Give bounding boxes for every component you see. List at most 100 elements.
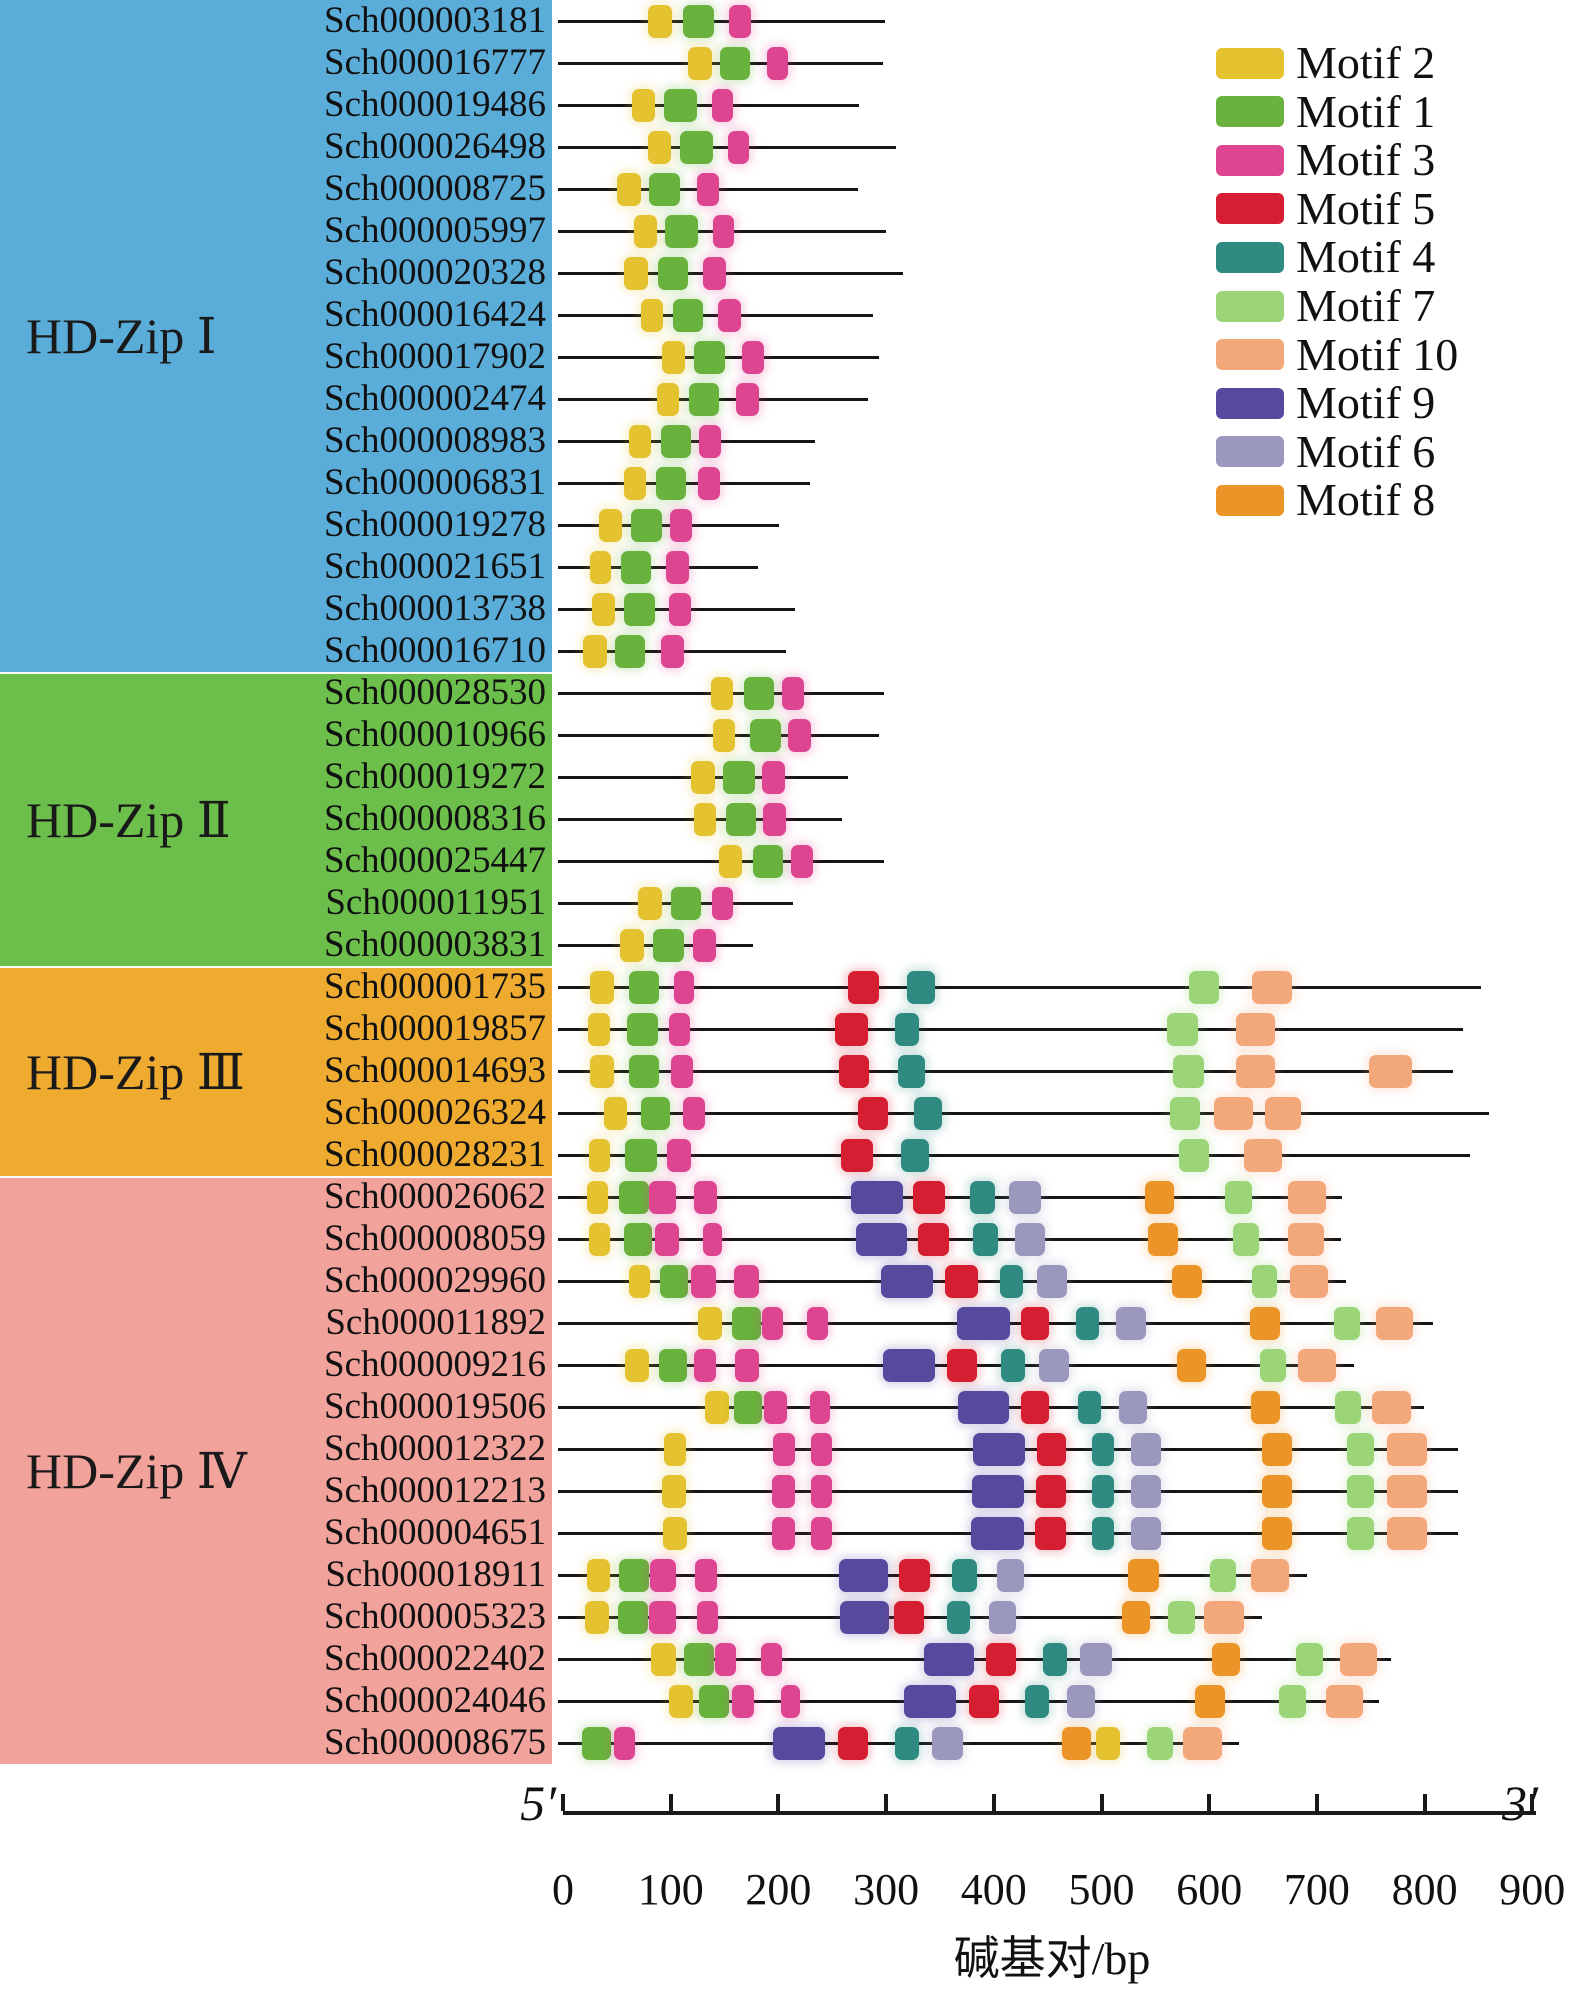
gene-sequence-line: [558, 1195, 1342, 1199]
motif-3-box: [807, 1306, 828, 1340]
gene-name: Sch000024046: [324, 1680, 546, 1721]
motif-1-box: [621, 550, 652, 584]
motif-1-box: [665, 214, 698, 248]
group-panel-1: HD-Zip Ⅰ: [0, 0, 552, 672]
axis-tick-label: 600: [1176, 1865, 1243, 1914]
motif-3-box: [773, 1432, 795, 1466]
motif-6-box: [1118, 1390, 1147, 1424]
motif-7-box: [1170, 1096, 1200, 1130]
legend-item: Motif 2: [1216, 40, 1435, 86]
motif-3-box: [694, 1180, 717, 1214]
motif-5-box: [913, 1180, 946, 1214]
motif-4-box: [1091, 1516, 1115, 1550]
motif-3-box: [669, 508, 693, 542]
motif-3-box: [649, 1180, 677, 1214]
motif-6-box: [1130, 1516, 1161, 1550]
motif-3-box: [654, 1222, 680, 1256]
motif-6-box: [997, 1558, 1024, 1592]
motif-1-box: [624, 1222, 653, 1256]
motif-1-box: [617, 1600, 649, 1634]
motif-5-box: [858, 1096, 889, 1130]
motif-3-box: [763, 802, 786, 836]
motif-2-box: [589, 1054, 614, 1088]
motif-3-box: [771, 1516, 795, 1550]
legend-label: Motif 5: [1296, 182, 1436, 234]
motif-2-box: [584, 1600, 610, 1634]
motif-1-box: [752, 844, 783, 878]
motif-7-box: [1347, 1474, 1374, 1508]
legend-label: Motif 3: [1296, 134, 1436, 186]
motif-10-box: [1376, 1306, 1413, 1340]
legend-swatch-motif-1: [1216, 96, 1284, 128]
gene-name: Sch000017902: [324, 336, 546, 377]
motif-9-box: [971, 1516, 1024, 1550]
motif-4-box: [914, 1096, 943, 1130]
motif-1-box: [689, 382, 720, 416]
motif-3-box: [736, 382, 759, 416]
gene-name: Sch000022402: [324, 1638, 546, 1679]
motif-2-box: [583, 634, 608, 668]
motif-2-box: [638, 886, 663, 920]
motif-7-box: [1168, 1600, 1196, 1634]
motif-1-box: [630, 508, 663, 542]
motif-4-box: [947, 1600, 971, 1634]
motif-6-box: [1015, 1222, 1046, 1256]
legend-label: Motif 8: [1296, 474, 1436, 526]
gene-name: Sch000029960: [324, 1260, 546, 1301]
motif-9-box: [973, 1432, 1026, 1466]
axis-tick-label: 100: [637, 1865, 704, 1914]
axis-tick: [1207, 1794, 1212, 1811]
gene-name: Sch000006831: [324, 462, 546, 503]
motif-1-box: [614, 634, 645, 668]
motif-1-box: [670, 886, 701, 920]
motif-3-box: [695, 1558, 717, 1592]
group-label: HD-Zip Ⅱ: [26, 792, 231, 848]
motif-7-box: [1335, 1390, 1362, 1424]
motif-10-box: [1236, 1012, 1275, 1046]
motif-2-box: [603, 1096, 627, 1130]
axis-tick: [668, 1794, 673, 1811]
motif-8-box: [1144, 1180, 1174, 1214]
gene-sequence-line: [558, 1699, 1380, 1703]
motif-2-box: [598, 508, 623, 542]
motif-2-box: [663, 1516, 687, 1550]
gene-name: Sch000021651: [324, 546, 546, 587]
axis-tick-label: 400: [960, 1865, 1027, 1914]
motif-10-box: [1203, 1600, 1244, 1634]
motif-1-box: [723, 760, 755, 794]
gene-name: Sch000013738: [324, 588, 546, 629]
motif-8-box: [1261, 1516, 1293, 1550]
motif-2-box: [656, 382, 680, 416]
motif-8-box: [1171, 1264, 1202, 1298]
motif-1-box: [720, 46, 751, 80]
motif-2-box: [624, 256, 649, 290]
motif-4-box: [951, 1558, 977, 1592]
gene-name: Sch000019272: [324, 756, 546, 797]
motif-9-box: [839, 1600, 890, 1634]
motif-8-box: [1176, 1348, 1206, 1382]
motif-8-box: [1251, 1390, 1281, 1424]
gene-name: Sch000012322: [324, 1428, 546, 1469]
motif-6-box: [1115, 1306, 1146, 1340]
motif-5-box: [947, 1348, 977, 1382]
motif-5-box: [837, 1726, 868, 1760]
motif-5-box: [1035, 1474, 1066, 1508]
motif-4-box: [1043, 1642, 1068, 1676]
motif-3-box: [668, 592, 692, 626]
gene-sequence-line: [558, 565, 758, 569]
legend-label: Motif 1: [1296, 85, 1436, 137]
gene-sequence-line: [558, 19, 886, 23]
motif-1-box: [659, 1264, 688, 1298]
motif-10-box: [1213, 1096, 1254, 1130]
motif-3-box: [712, 214, 735, 248]
legend-swatch-motif-2: [1216, 47, 1284, 79]
motif-3-box: [735, 1348, 759, 1382]
gene-name: Sch000026324: [324, 1092, 546, 1133]
motif-1-box: [658, 1348, 687, 1382]
legend-swatch-motif-4: [1216, 241, 1284, 273]
motif-2-box: [634, 214, 657, 248]
motif-3-box: [766, 46, 789, 80]
motif-1-box: [640, 1096, 670, 1130]
motif-2-box: [697, 1306, 723, 1340]
motif-1-box: [619, 1180, 650, 1214]
